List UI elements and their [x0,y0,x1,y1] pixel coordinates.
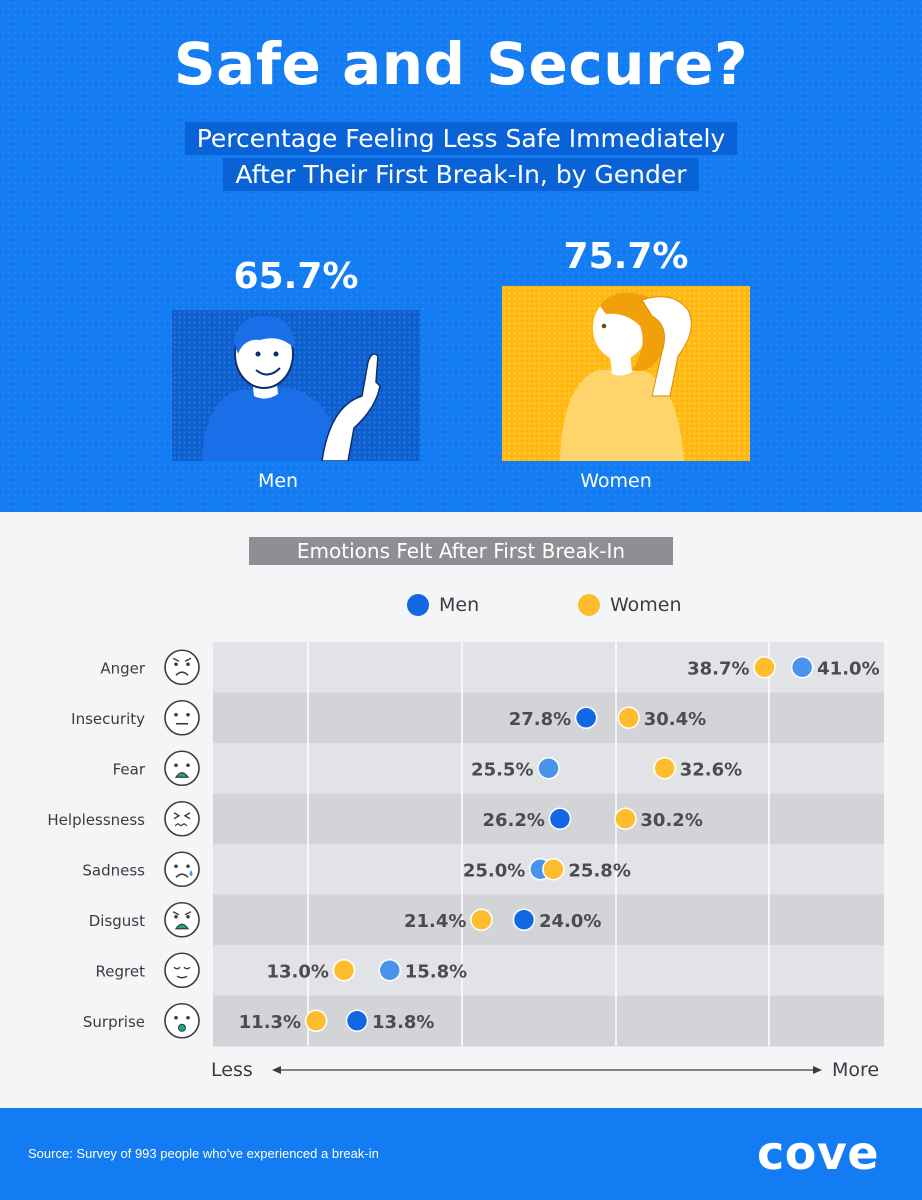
women-dot [653,757,676,780]
tired-face-icon [164,800,200,837]
legend-women-dot [578,594,600,616]
women-dot [614,807,637,830]
subtitle-line-1: Percentage Feeling Less Safe Immediately [0,122,922,155]
subtitle-line-2: After Their First Break-In, by Gender [0,158,922,191]
legend-men-label: Men [439,594,480,616]
women-value-label: 21.4% [404,911,466,932]
men-dot [537,757,560,780]
header-section: Safe and Secure? Percentage Feeling Less… [0,0,922,512]
men-percentage: 65.7% [233,256,359,297]
legend-men-dot [407,594,429,616]
women-label: Women [580,470,652,492]
men-value-label: 13.8% [372,1012,434,1033]
chart-row-background [213,894,884,946]
women-dot [542,858,565,881]
women-dot [617,706,640,729]
women-value-label: 30.4% [644,709,706,730]
women-value-label: 38.7% [687,658,749,679]
neutral-face-icon [164,699,200,736]
men-dot [790,656,814,679]
chart-row-background [213,945,884,996]
women-dot [332,959,356,982]
category-label: Surprise [83,1013,145,1031]
chart-title: Emotions Felt After First Break-In [249,537,673,565]
men-illustration [172,310,420,461]
chart-row-background [213,642,884,693]
category-label: Regret [96,962,146,980]
category-label: Sadness [82,861,145,879]
women-value-label: 25.8% [568,860,630,881]
women-dot [470,908,493,931]
footer: Source: Survey of 993 people who've expe… [0,1108,922,1200]
category-label: Anger [100,659,146,677]
category-label: Helplessness [47,811,145,829]
women-value-label: 32.6% [680,759,742,780]
women-value-label: 30.2% [640,810,702,831]
cove-logo: cove [757,1126,880,1180]
women-dot [304,1009,328,1032]
dot-chart: Anger 38.7% 41.0% Insecurity 27.8% 30.4% Fear 2… [47,642,884,1074]
men-value-label: 41.0% [817,658,879,679]
legend-women-label: Women [610,594,682,616]
legend-women: Women [578,592,682,618]
women-value-label: 13.0% [266,961,328,982]
chart-row-background [213,692,884,744]
men-value-label: 25.0% [463,860,525,881]
axis-arrow-left [272,1066,281,1074]
men-label: Men [257,470,299,492]
women-value-label: 11.3% [239,1012,301,1033]
men-value-label: 24.0% [539,911,601,932]
men-value-label: 27.8% [509,709,571,730]
axis-less-label: Less [211,1059,253,1081]
women-percentage: 75.7% [563,236,689,277]
regret-face-icon [164,952,200,989]
axis-more-label: More [832,1059,880,1081]
men-dot [378,959,402,982]
axis-arrow-right [813,1066,822,1074]
legend-men: Men [407,592,479,618]
worried-man-icon [202,315,381,461]
source-note: Source: Survey of 993 people who've expe… [28,1146,379,1161]
chart-row-background [213,793,884,845]
worried-woman-icon [560,292,692,461]
men-dot [548,807,572,830]
angry-face-icon [164,649,200,686]
men-value-label: 26.2% [483,810,545,831]
fearful-face-icon [164,750,200,787]
main-title: Safe and Secure? [173,30,749,98]
men-value-label: 15.8% [405,961,467,982]
men-dot [512,908,536,931]
men-dot [345,1009,369,1032]
disgusted-face-icon [164,901,200,938]
surprised-face-icon [164,1002,200,1039]
category-label: Insecurity [71,710,145,728]
women-dot [753,656,776,679]
sad-tear-face-icon [164,851,200,888]
men-value-label: 25.5% [471,759,533,780]
category-label: Fear [113,760,146,778]
men-dot [574,706,598,729]
category-label: Disgust [89,912,145,930]
women-illustration [502,286,750,461]
